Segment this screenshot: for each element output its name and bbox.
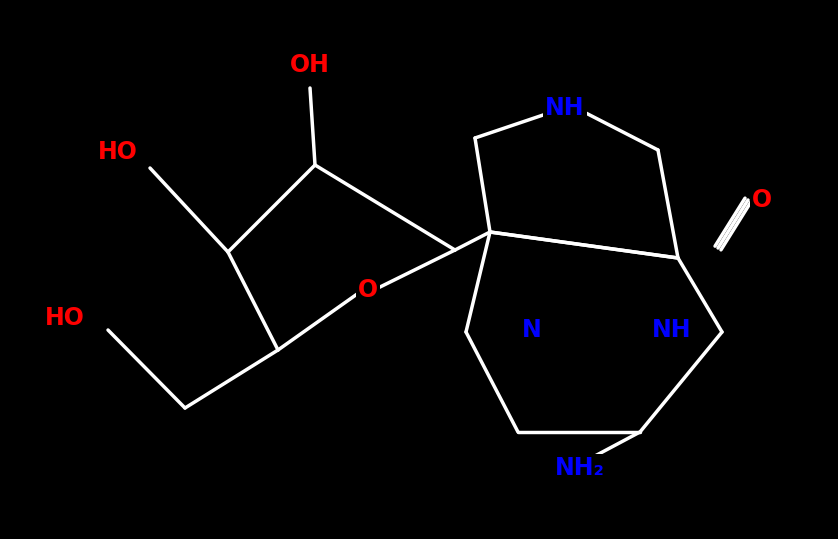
Text: O: O [358,278,378,302]
Text: NH: NH [546,96,585,120]
Text: N: N [522,318,542,342]
Text: HO: HO [45,306,85,330]
Text: OH: OH [290,53,330,77]
Text: HO: HO [98,140,138,164]
Text: NH: NH [652,318,691,342]
Text: NH₂: NH₂ [555,456,605,480]
Text: O: O [752,188,772,212]
